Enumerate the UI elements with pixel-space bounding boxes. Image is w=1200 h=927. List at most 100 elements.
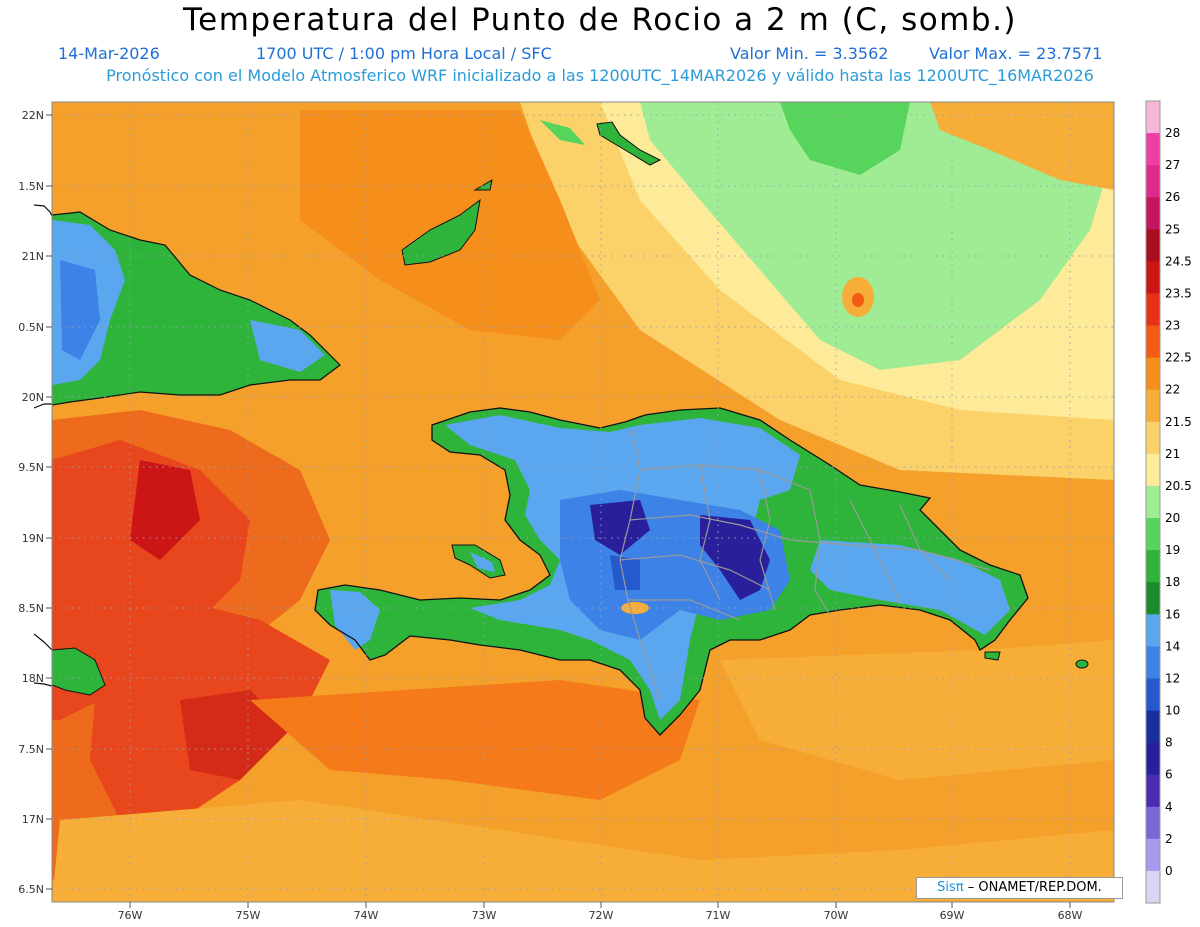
lon-label: 73W (472, 909, 497, 922)
sea-hot-core-south (180, 690, 290, 780)
credit-box: Sisπ – ONAMET/REP.DOM. (916, 877, 1123, 899)
lon-label: 75W (236, 909, 261, 922)
lon-label: 68W (1058, 909, 1083, 922)
sea-band-far-south (52, 800, 1114, 902)
colorbar-swatch (1146, 838, 1160, 872)
colorbar-swatch (1146, 293, 1160, 327)
colorbar-label: 22.5 (1165, 351, 1192, 365)
colorbar-label: 21.5 (1165, 415, 1192, 429)
map-title: Temperatura del Punto de Rocio a 2 m (C,… (182, 2, 1018, 38)
colorbar-label: 20.5 (1165, 479, 1192, 493)
lat-axis: 22N 1.5N 21N 0.5N 20N 9.5N 19N 8.5N 18N … (18, 109, 52, 896)
map-field (52, 102, 1114, 902)
graticule (52, 102, 1114, 902)
colorbar-label: 4 (1165, 800, 1173, 814)
lon-label: 72W (589, 909, 614, 922)
haiti-tip-blue (330, 590, 380, 650)
lat-label: 19N (22, 532, 44, 545)
colorbar-label: 12 (1165, 671, 1180, 685)
max-value: Valor Max. = 23.7571 (929, 44, 1103, 63)
colorbar-swatch (1146, 261, 1160, 294)
colorbar-label: 19 (1165, 543, 1180, 557)
colorbar-swatch (1146, 421, 1160, 455)
colorbar-swatch (1146, 485, 1160, 519)
sea-band-south (250, 680, 700, 800)
colorbar-swatch (1146, 870, 1160, 904)
lat-label: 18N (22, 672, 44, 685)
colorbar-label: 24.5 (1165, 254, 1192, 268)
sea-band-green (640, 102, 1114, 370)
colorbar-frame (1145, 100, 1161, 904)
lat-label: 7.5N (18, 743, 44, 756)
mona-island (1075, 659, 1089, 669)
sea-patch-green (780, 102, 910, 175)
lat-label: 8.5N (18, 602, 44, 615)
hispaniola-deep-core-2 (700, 515, 770, 600)
sea-patch-orange-ne (930, 102, 1114, 190)
sea-hot-core (130, 460, 200, 560)
colorbar-swatch (1146, 197, 1160, 230)
colorbar-label: 25 (1165, 222, 1180, 236)
plot-frame (51, 101, 1115, 903)
cuba-land-deep-blue (60, 260, 100, 360)
model-subtitle: Pronóstico con el Modelo Atmosferico WRF… (106, 66, 1094, 85)
credit-text: – ONAMET/REP.DOM. (967, 880, 1102, 895)
sispi-logo-text: Sisπ (937, 880, 964, 895)
colorbar-label: 14 (1165, 639, 1180, 653)
colorbar-swatch (1146, 774, 1160, 808)
lat-label: 21N (22, 250, 44, 263)
great-inagua-island (401, 198, 481, 266)
lon-label: 69W (940, 909, 965, 922)
lat-label: 1.5N (18, 180, 44, 193)
colorbar-label: 8 (1165, 736, 1173, 750)
lon-label: 76W (118, 909, 143, 922)
forecast-date: 14-Mar-2026 (58, 44, 160, 63)
colorbar-swatch (1146, 389, 1160, 423)
lat-label: 22N (22, 109, 44, 122)
colorbar-swatch (1146, 582, 1160, 615)
colorbar-label: 28 (1165, 126, 1180, 140)
colorbar-label: 0 (1165, 864, 1173, 878)
outer-coast-stubs (33, 204, 53, 687)
colorbar-swatch (1146, 518, 1160, 551)
colorbar-swatch (1146, 550, 1160, 583)
hispaniola-coastline (314, 407, 1029, 736)
colorbar-swatch (1146, 806, 1160, 840)
colorbar-swatch (1146, 229, 1160, 262)
hispaniola-deep-core-1 (590, 500, 650, 555)
small-island-1 (473, 179, 493, 191)
colorbar-label: 20 (1165, 511, 1180, 525)
lon-axis: 76W 75W 74W 73W 72W 71W 70W 69W 68W (118, 902, 1083, 922)
colorbar-swatch (1146, 165, 1160, 198)
colorbar-swatch (1146, 357, 1160, 391)
jamaica-island (52, 647, 106, 696)
colorbar-swatch (1146, 710, 1160, 744)
colorbar-swatch (1146, 453, 1160, 487)
dr-east-blue (810, 540, 1010, 635)
colorbar-label: 2 (1165, 832, 1173, 846)
colorbar-swatch (1146, 646, 1160, 679)
saona-island (984, 651, 1001, 661)
province-borders (619, 429, 991, 701)
sea-band-southeast (720, 640, 1114, 780)
colorbar-label: 26 (1165, 190, 1180, 204)
gonave-interior (470, 552, 495, 572)
colorbar-swatch (1146, 678, 1160, 712)
colorbar-swatch (1146, 133, 1160, 166)
colorbar-swatch (1146, 101, 1160, 134)
caicos-island (596, 121, 662, 166)
hispaniola-core-3 (610, 555, 640, 590)
colorbar-label: 23 (1165, 319, 1180, 333)
min-value: Valor Min. = 3.3562 (730, 44, 889, 63)
lat-label: 9.5N (18, 461, 44, 474)
colorbar-swatch (1146, 614, 1160, 647)
lat-label: 6.5N (18, 883, 44, 896)
colorbar: 2827262524.523.52322.52221.52120.5201918… (1145, 100, 1192, 904)
sea-cell-core (852, 293, 864, 307)
caicos-shoal (540, 120, 585, 145)
lat-label: 20N (22, 391, 44, 404)
colorbar-swatch (1146, 325, 1160, 359)
colorbar-label: 21 (1165, 447, 1180, 461)
colorbar-label: 23.5 (1165, 286, 1192, 300)
